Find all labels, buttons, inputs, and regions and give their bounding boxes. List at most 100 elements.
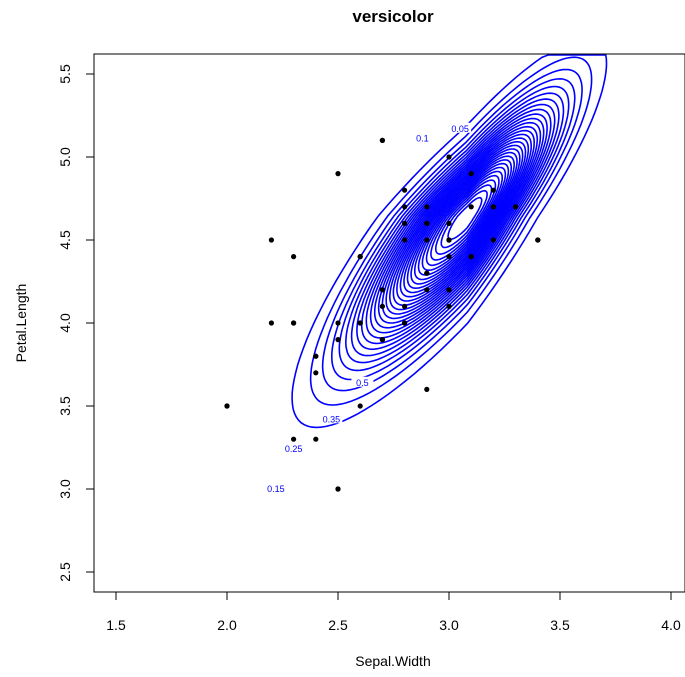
contour-label: 0.15 bbox=[267, 484, 285, 494]
x-tick-label: 3.5 bbox=[550, 617, 570, 633]
data-point bbox=[291, 254, 297, 260]
data-point bbox=[379, 137, 385, 143]
contour-line bbox=[365, 113, 548, 339]
y-tick-label: 2.5 bbox=[57, 562, 73, 582]
contour-label-bg bbox=[449, 122, 472, 133]
data-point bbox=[268, 320, 274, 326]
data-point bbox=[313, 353, 319, 359]
contour-label: 0.25 bbox=[285, 444, 303, 454]
data-point bbox=[424, 220, 430, 226]
contour-line bbox=[356, 103, 556, 351]
data-point bbox=[424, 270, 430, 276]
data-point bbox=[357, 403, 363, 409]
x-tick-label: 2.5 bbox=[328, 617, 348, 633]
y-tick-label: 4.0 bbox=[57, 313, 73, 333]
contour-line bbox=[360, 108, 552, 345]
data-point bbox=[468, 254, 474, 260]
data-point bbox=[402, 303, 408, 309]
data-point bbox=[468, 171, 474, 177]
contour-line bbox=[440, 189, 488, 249]
y-axis: 2.5 3.0 3.5 4.0 4.5 5.0 5.5 bbox=[57, 64, 94, 582]
contour-line bbox=[377, 125, 539, 324]
data-point bbox=[535, 237, 541, 243]
data-point bbox=[490, 204, 496, 210]
chart-title: versicolor bbox=[352, 7, 434, 26]
data-point bbox=[402, 187, 408, 193]
contour-line bbox=[388, 137, 530, 311]
contour-line bbox=[414, 162, 510, 281]
data-point bbox=[446, 237, 452, 243]
data-point bbox=[224, 403, 230, 409]
contour-line bbox=[406, 155, 516, 290]
data-point bbox=[379, 287, 385, 293]
data-point bbox=[446, 154, 452, 160]
contour-line bbox=[403, 151, 518, 294]
data-point bbox=[468, 204, 474, 210]
contour-label-bg bbox=[264, 483, 287, 493]
data-points bbox=[224, 137, 541, 492]
contour-label-bg bbox=[351, 376, 374, 387]
data-point bbox=[357, 320, 363, 326]
contour-lines bbox=[291, 54, 608, 429]
data-point bbox=[335, 171, 341, 177]
contour-label-bg bbox=[282, 443, 305, 454]
data-point bbox=[402, 220, 408, 226]
data-point bbox=[513, 204, 519, 210]
data-point bbox=[335, 337, 341, 343]
contour-line bbox=[410, 159, 513, 285]
data-point bbox=[313, 436, 319, 442]
contour-line bbox=[291, 54, 608, 429]
contour-label-bg bbox=[411, 132, 434, 143]
data-point bbox=[446, 220, 452, 226]
contour-line bbox=[344, 92, 565, 364]
data-point bbox=[424, 287, 430, 293]
data-point bbox=[291, 320, 297, 326]
contour-label: 0.35 bbox=[323, 414, 341, 424]
data-point bbox=[402, 204, 408, 210]
contour-line bbox=[330, 77, 576, 381]
x-tick-label: 2.0 bbox=[217, 617, 237, 633]
contour-line bbox=[369, 117, 545, 334]
data-point bbox=[291, 436, 297, 442]
y-tick-label: 4.5 bbox=[57, 230, 73, 250]
x-tick-label: 1.5 bbox=[106, 617, 126, 633]
data-point bbox=[424, 237, 430, 243]
contour-labels: 0.05 0.1 0.15 0.25 0.35 0.5 bbox=[264, 122, 472, 494]
data-point bbox=[424, 386, 430, 392]
contour-line bbox=[309, 56, 593, 406]
data-point bbox=[446, 303, 452, 309]
y-tick-label: 5.0 bbox=[57, 147, 73, 167]
data-point bbox=[357, 254, 363, 260]
data-point bbox=[402, 237, 408, 243]
contour-line bbox=[396, 144, 524, 302]
data-point bbox=[313, 370, 319, 376]
data-point bbox=[335, 486, 341, 492]
contour-label: 0.5 bbox=[356, 378, 369, 388]
data-point bbox=[379, 303, 385, 309]
x-axis: 1.5 2.0 2.5 3.0 3.5 4.0 bbox=[106, 592, 681, 633]
y-tick-label: 3.5 bbox=[57, 396, 73, 416]
contour-line bbox=[350, 98, 560, 357]
contour-line bbox=[435, 184, 493, 255]
x-tick-label: 4.0 bbox=[661, 617, 681, 633]
y-axis-label: Petal.Length bbox=[13, 284, 29, 363]
contour-line bbox=[425, 174, 500, 267]
contour-label: 0.1 bbox=[416, 134, 429, 144]
data-point bbox=[446, 254, 452, 260]
data-point bbox=[490, 187, 496, 193]
contour-label: 0.05 bbox=[451, 124, 469, 134]
data-point bbox=[490, 237, 496, 243]
contour-line bbox=[373, 121, 542, 329]
contour-line bbox=[381, 129, 536, 320]
data-point bbox=[268, 237, 274, 243]
data-point bbox=[446, 287, 452, 293]
contour-line bbox=[417, 166, 507, 276]
contour-line bbox=[430, 179, 497, 261]
contour-line bbox=[392, 141, 527, 307]
contour-line bbox=[399, 148, 521, 298]
y-tick-label: 3.0 bbox=[57, 479, 73, 499]
data-point bbox=[424, 204, 430, 210]
x-tick-label: 3.0 bbox=[439, 617, 459, 633]
x-axis-label: Sepal.Width bbox=[355, 653, 430, 669]
